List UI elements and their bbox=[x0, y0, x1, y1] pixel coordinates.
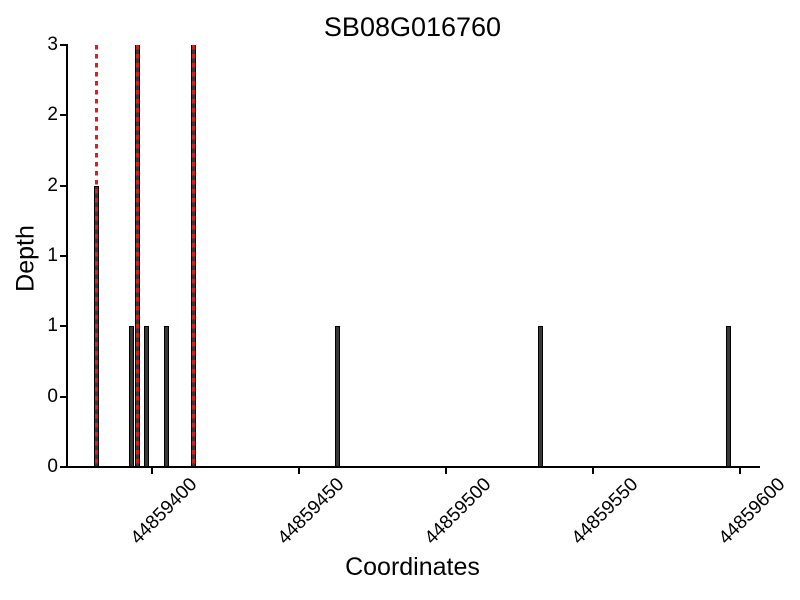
y-tick bbox=[60, 184, 66, 187]
red-dashed-line bbox=[94, 45, 98, 467]
y-tick-label: 1 bbox=[47, 245, 58, 266]
depth-bar bbox=[726, 326, 732, 467]
y-tick bbox=[60, 325, 66, 328]
y-tick bbox=[60, 466, 66, 468]
x-tick bbox=[739, 468, 742, 474]
y-tick-label: 3 bbox=[47, 34, 58, 55]
x-tick bbox=[298, 468, 301, 474]
y-axis-line bbox=[66, 44, 68, 468]
y-tick bbox=[60, 44, 66, 46]
y-tick-label: 0 bbox=[47, 385, 58, 407]
y-tick bbox=[60, 255, 66, 257]
red-dashed-line bbox=[136, 45, 140, 467]
y-tick bbox=[60, 114, 66, 117]
depth-bar bbox=[143, 326, 149, 467]
x-axis-label: Coordinates bbox=[345, 553, 480, 581]
red-dashed-line bbox=[191, 45, 195, 467]
x-axis-line bbox=[66, 466, 760, 468]
chart-title: SB08G016760 bbox=[323, 12, 502, 42]
x-tick bbox=[151, 468, 154, 474]
depth-bar bbox=[537, 326, 543, 467]
x-tick-label: 44859550 bbox=[567, 474, 643, 549]
depth-bar bbox=[129, 326, 135, 467]
x-tick bbox=[445, 468, 448, 474]
depth-bar bbox=[335, 326, 341, 467]
y-tick-label: 2 bbox=[47, 104, 58, 126]
depth-bar bbox=[164, 326, 170, 467]
y-tick-label: 0 bbox=[47, 456, 58, 477]
x-tick-label: 44859450 bbox=[273, 474, 349, 549]
x-tick-label: 44859600 bbox=[714, 474, 790, 549]
x-tick-label: 44859400 bbox=[126, 474, 202, 549]
x-tick bbox=[592, 468, 595, 474]
x-tick-label: 44859500 bbox=[420, 474, 496, 549]
y-tick-label: 2 bbox=[47, 174, 58, 196]
y-tick-label: 1 bbox=[47, 315, 58, 337]
y-axis-label: Depth bbox=[11, 225, 40, 292]
y-tick bbox=[60, 395, 66, 398]
